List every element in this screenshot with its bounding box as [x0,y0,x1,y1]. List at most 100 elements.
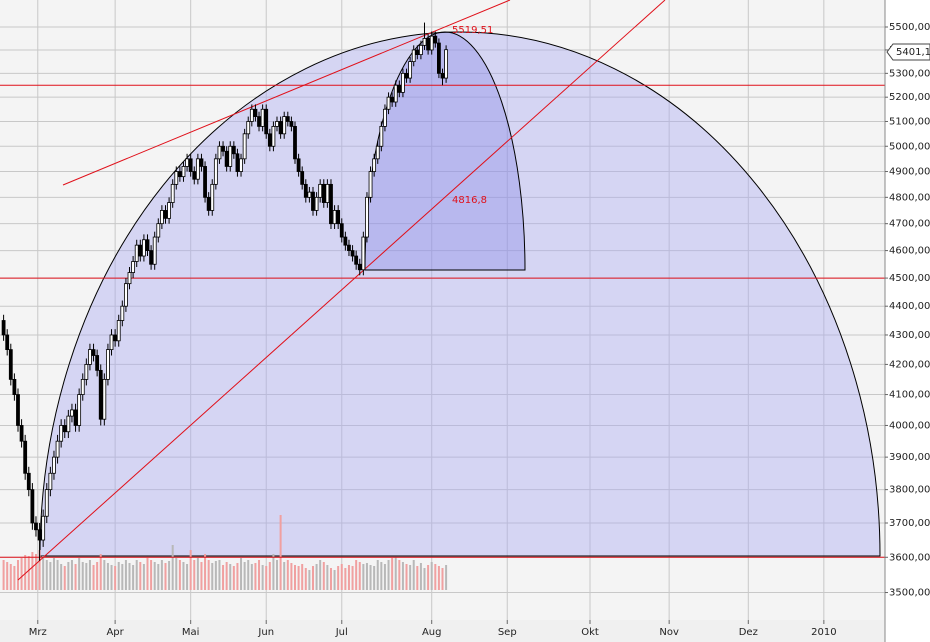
volume-bar [225,562,228,590]
volume-bar [376,560,379,590]
candle-body [303,183,308,198]
candle-body [116,320,121,342]
volume-bar [333,570,336,590]
candle-body [206,196,211,211]
candle-body [329,183,333,225]
candle-body [106,349,110,380]
small-arc [364,31,526,271]
volume-bar [49,562,52,590]
volume-bar [193,560,196,590]
candle-body [375,145,380,160]
axes: 3500,00 3600,00 3700,00 3800,00 3900,00 4000,… [29,22,930,638]
y-tick-label: 5200,00 [889,92,930,103]
candle-body [41,515,46,541]
candle-body [174,171,179,185]
volume-bar [261,565,264,590]
candle-body [350,250,355,257]
candle-body [275,121,279,127]
volume-bar [128,563,131,590]
volume-bar [6,562,9,590]
candle-body [217,145,222,160]
y-tick-label: 4300,00 [889,330,930,341]
volume-bar [250,564,253,590]
volume-bar [358,562,361,590]
candle-body [289,121,294,127]
volume-bar [196,558,199,590]
x-tick-label: Mai [182,627,200,638]
volume-bar [153,562,156,590]
volume-bar [60,564,63,590]
candle-body [177,171,182,178]
candle-body [401,72,405,93]
volume-bar [67,562,70,590]
volume-bar [290,563,293,590]
x-tick-label: Apr [106,627,124,638]
candle-body [242,133,247,160]
volume-bar [279,515,282,590]
candle-body [195,158,200,180]
volume-bar [387,560,390,590]
volume-bar [85,563,88,590]
candle-body [311,191,315,211]
candle-body [390,96,395,103]
candle-body [145,239,150,251]
volume-bar [218,560,221,590]
candle-body [44,489,49,517]
y-tick-label: 5000,00 [889,141,930,152]
volume-bar [139,562,142,590]
candle-body [210,183,215,211]
annotation: 5519,51 [452,25,493,36]
candle-body [48,472,53,491]
candle-body [142,239,146,257]
candle-body [433,35,438,44]
volume-bar [383,564,386,590]
grid [0,0,885,620]
candle-body [102,378,107,420]
volume-bar [96,562,99,590]
volume-bar [254,563,257,590]
candle-body [300,171,305,185]
volume-bar [398,560,401,590]
y-tick-label: 4900,00 [889,167,930,178]
volume-bar [401,562,404,590]
candle-body [264,108,269,135]
plot-background [0,0,885,620]
volume-bar [337,566,340,590]
candle-body [307,191,312,198]
volume-bar [412,560,415,590]
candle-body [188,158,193,172]
volume-bar [117,562,120,590]
volume-bar [88,560,91,590]
candle-body [55,440,60,458]
x-tick-label: Mrz [29,627,47,638]
volume-bar [124,560,127,590]
candle-body [253,108,258,117]
y-tick-label: 5300,00 [889,68,930,79]
volume-bar [405,564,408,590]
candle-body [260,108,265,127]
volume-bar [236,563,239,590]
volume-bar [268,562,271,590]
volume-bar [164,563,167,590]
volume-bar [110,565,113,590]
candle-body [383,108,387,127]
volume-bar [265,566,268,590]
candle-body [1,320,6,336]
volume-bar [427,565,430,590]
candle-body [343,236,348,246]
candle-body [249,108,254,122]
candle-body [347,244,351,251]
x-tick-label: Jul [335,627,348,638]
y-tick-label: 3500,00 [889,588,930,599]
candle-body [66,415,71,433]
candle-body [336,210,341,225]
volume-bar [394,557,397,590]
volume-bar [222,565,225,590]
volume-bar [434,564,437,590]
volume-bar [373,566,376,590]
volume-bar [24,555,27,590]
y-tick-label: 5100,00 [889,116,930,127]
last-price: 5401,1 [896,47,930,58]
y-tick-label: 4500,00 [889,273,930,284]
candle-body [357,263,362,271]
